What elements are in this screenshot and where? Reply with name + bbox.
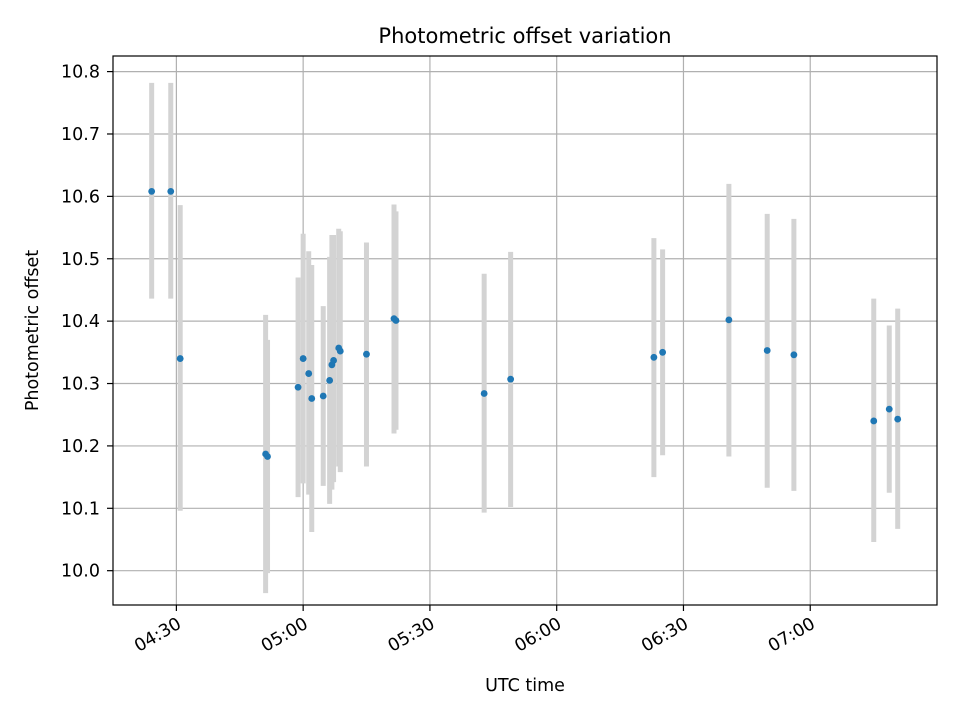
data-point [885, 405, 893, 413]
plot-area-frame [112, 55, 938, 606]
data-point [725, 316, 733, 324]
y-tick-label: 10.6 [61, 187, 100, 207]
y-axis-title: Photometric offset [23, 250, 43, 411]
y-tick-label: 10.5 [61, 250, 100, 270]
y-tick-label: 10.7 [61, 125, 100, 145]
data-point [294, 383, 302, 391]
data-point [392, 317, 400, 324]
data-point [330, 357, 337, 364]
chart-title: Photometric offset variation [378, 24, 671, 48]
data-point [650, 353, 658, 361]
data-point [264, 453, 271, 460]
y-tick-label: 10.2 [61, 437, 100, 457]
data-point [507, 375, 515, 383]
y-tick-label: 10.8 [61, 63, 100, 83]
data-point [176, 355, 184, 362]
data-point [308, 395, 316, 402]
data-point [336, 347, 344, 355]
data-point [319, 392, 327, 400]
y-tick-label: 10.3 [61, 375, 100, 395]
data-point [870, 417, 878, 425]
y-tick-label: 10.1 [61, 499, 100, 519]
data-point [763, 347, 771, 354]
y-axis-ticks: 10.0 10.1 10.2 10.3 10.4 10.5 10.6 10.7 10.8 [61, 63, 113, 582]
data-point [167, 187, 175, 195]
y-tick-label: 10.0 [61, 562, 100, 582]
data-point [894, 415, 902, 423]
data-point [305, 370, 313, 377]
x-axis-title: UTC time [485, 676, 565, 696]
data-point [148, 187, 156, 195]
data-point [326, 377, 334, 384]
grid [113, 56, 937, 605]
data-point [790, 351, 798, 359]
y-tick-label: 10.4 [61, 312, 100, 332]
data-point [480, 390, 488, 397]
data-point [659, 348, 667, 356]
data-points [148, 187, 902, 460]
data-point [363, 350, 370, 358]
data-point [299, 355, 307, 362]
